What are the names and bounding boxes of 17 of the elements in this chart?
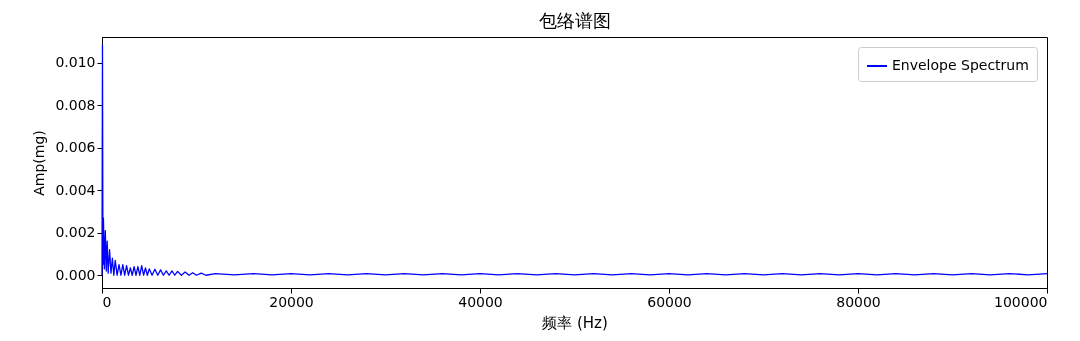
y-tick-label: 0.002 [55, 224, 96, 241]
line-series [101, 44, 1048, 276]
x-axis-title: 频率 (Hz) [542, 313, 608, 332]
y-tick-label: 0.010 [55, 54, 96, 71]
y-tick-label: 0.006 [55, 139, 96, 156]
x-tick-label: 20000 [269, 293, 314, 310]
y-tick-label: 0.000 [55, 266, 96, 283]
y-tick-label: 0.004 [55, 181, 96, 198]
x-tick-label: 40000 [458, 293, 503, 310]
x-tick-label: 100000 [994, 293, 1048, 310]
y-axis-title: Amp(mg) [31, 130, 48, 196]
y-tick-label: 0.008 [55, 96, 96, 113]
x-tick-label: 80000 [836, 293, 881, 310]
chart-title: 包络谱图 [538, 10, 611, 31]
x-tick-label: 60000 [647, 293, 692, 310]
x-tick-label: 0 [102, 293, 112, 310]
legend-label: Envelope Spectrum [892, 57, 1029, 73]
